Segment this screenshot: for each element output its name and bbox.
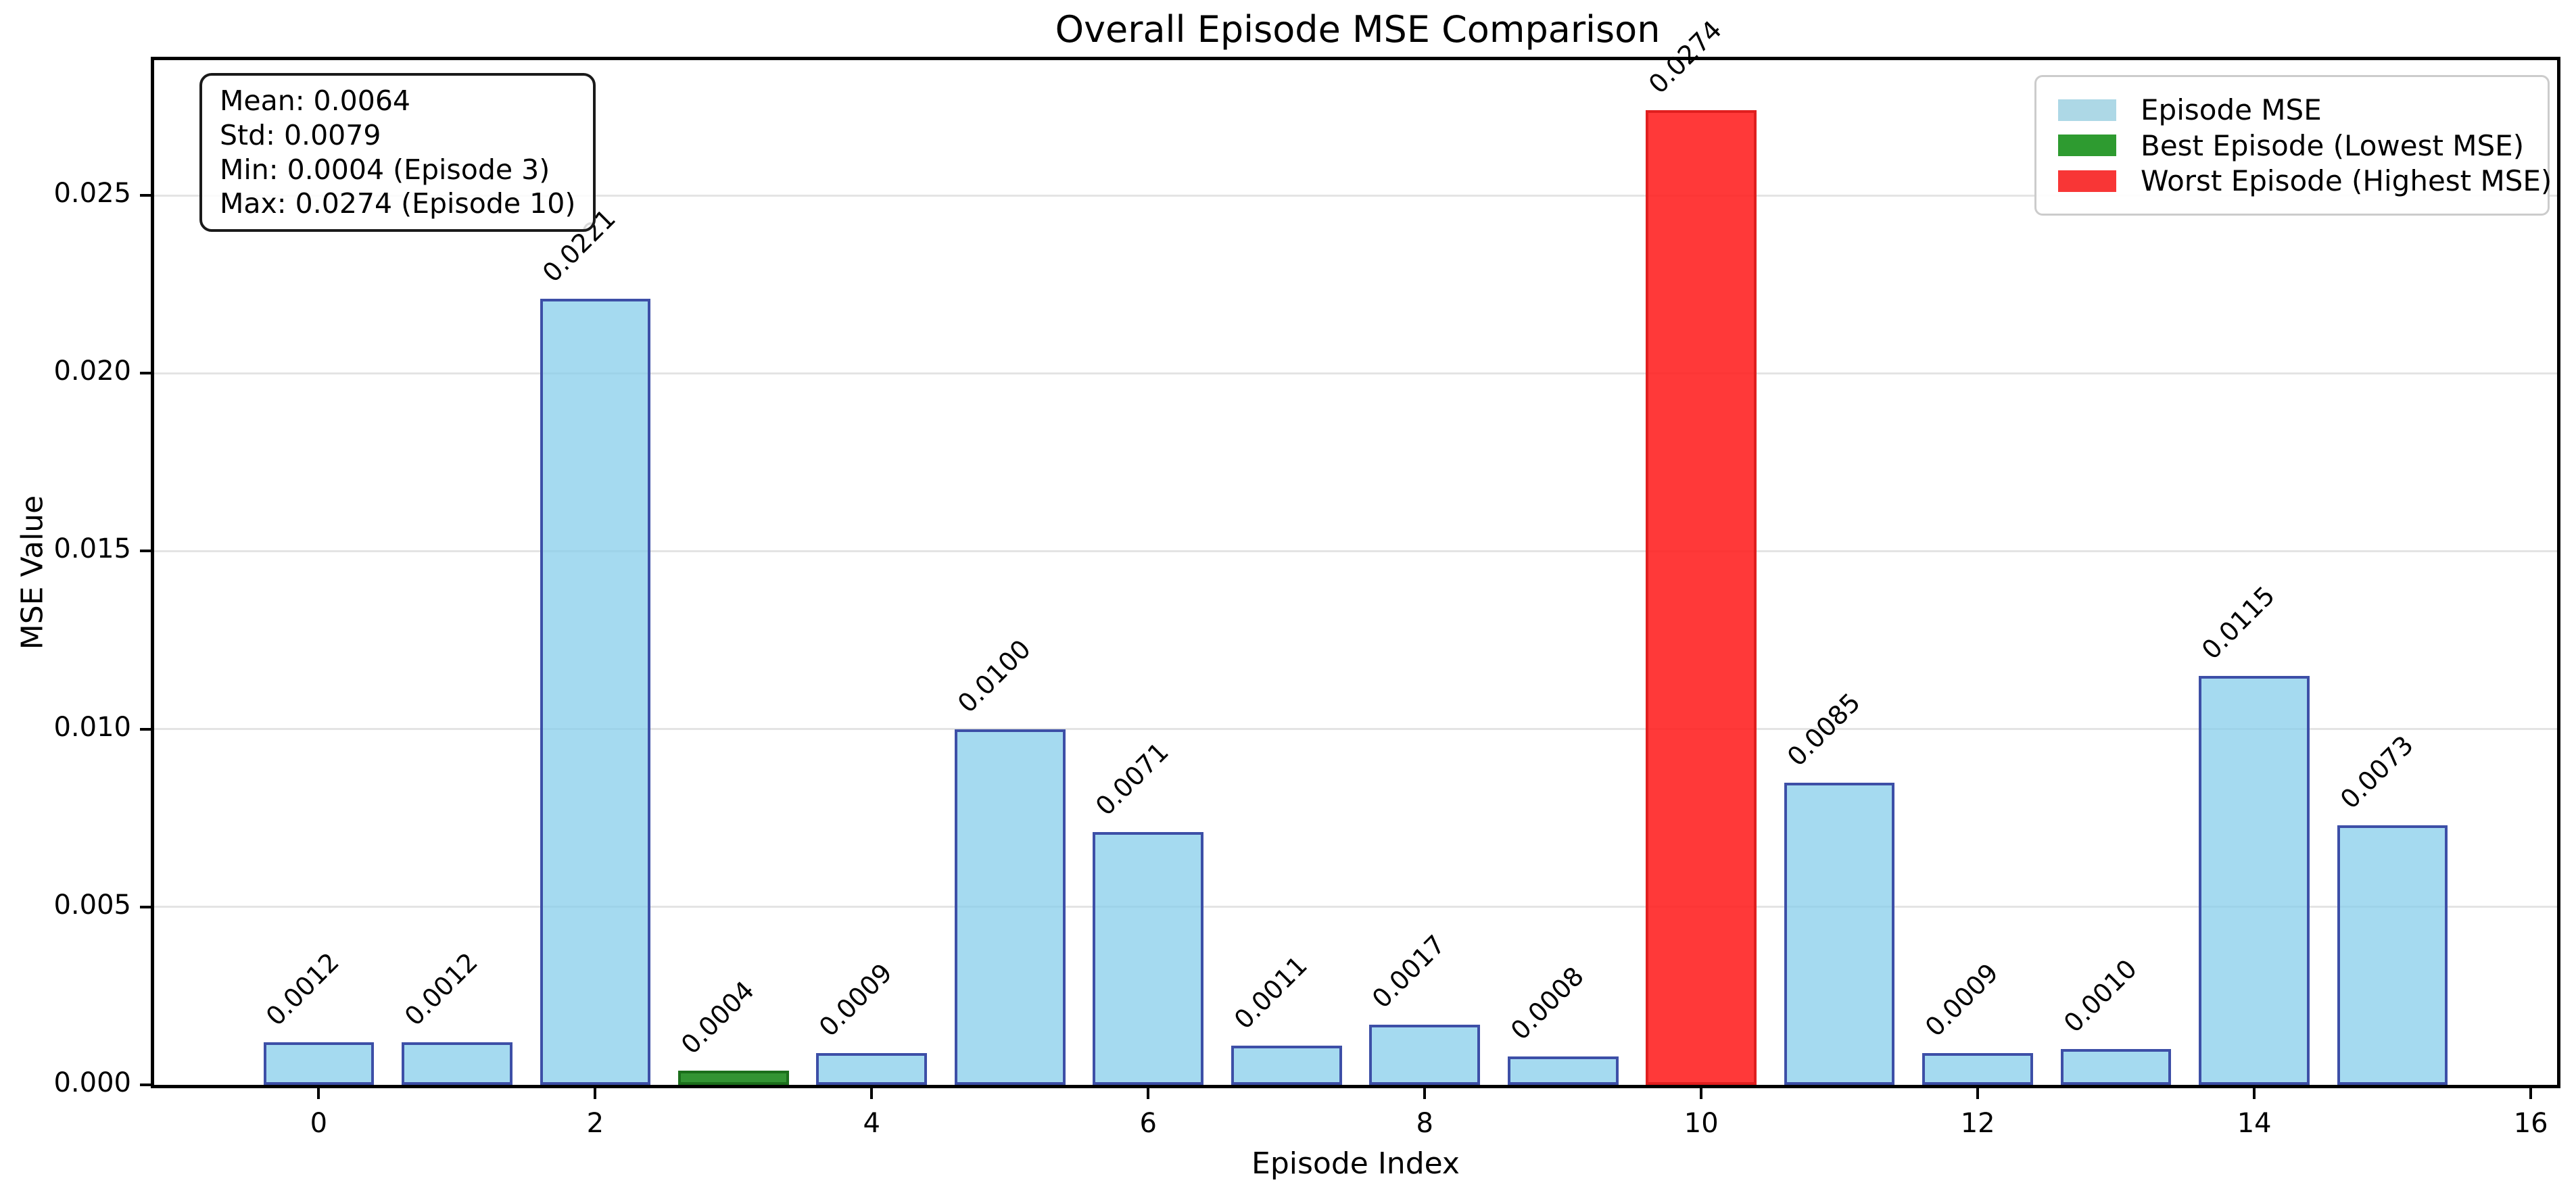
bar-episode-0 <box>263 1042 375 1085</box>
stats-line: Max: 0.0274 (Episode 10) <box>220 187 576 220</box>
x-tick-label: 2 <box>586 1108 604 1139</box>
bar-value-label: 0.0100 <box>951 633 1036 719</box>
x-tick-mark <box>317 1088 320 1099</box>
bar-value-label: 0.0009 <box>1919 957 2005 1042</box>
y-tick-mark <box>140 727 151 731</box>
axis-spine-bottom <box>151 1085 2560 1088</box>
bar-episode-14 <box>2199 675 2310 1085</box>
y-gridline <box>154 372 2557 374</box>
x-tick-label: 10 <box>1684 1108 1719 1139</box>
chart-title: Overall Episode MSE Comparison <box>1055 8 1661 51</box>
legend-label: Best Episode (Lowest MSE) <box>2141 128 2525 162</box>
stats-line: Mean: 0.0064 <box>220 84 411 117</box>
legend-label: Episode MSE <box>2141 93 2322 126</box>
y-gridline <box>154 728 2557 731</box>
bar-episode-7 <box>1231 1046 1342 1085</box>
x-axis-title: Episode Index <box>1251 1146 1460 1181</box>
stats-box: Mean: 0.0064 Std: 0.0079 Min: 0.0004 (Epis… <box>199 73 596 233</box>
y-gridline <box>154 906 2557 908</box>
y-tick-label: 0.010 <box>53 711 131 743</box>
y-tick-label: 0.000 <box>53 1067 131 1098</box>
x-tick-label: 6 <box>1139 1108 1157 1139</box>
x-tick-label: 16 <box>2513 1108 2548 1139</box>
bar-episode-8 <box>1369 1024 1481 1085</box>
bar-episode-2 <box>540 298 651 1085</box>
axis-spine-left <box>151 57 154 1088</box>
legend: Episode MSE Best Episode (Lowest MSE) Wors… <box>2034 75 2552 216</box>
legend-row: Best Episode (Lowest MSE) <box>2058 129 2526 162</box>
y-axis-title: MSE Value <box>15 495 50 650</box>
bar-episode-9 <box>1507 1056 1619 1085</box>
bar-value-label: 0.0009 <box>813 957 899 1042</box>
bar-value-label: 0.0012 <box>260 946 345 1031</box>
x-tick-mark <box>1700 1088 1703 1099</box>
axis-spine-right <box>2557 57 2560 1088</box>
bar-value-label: 0.0115 <box>2196 580 2281 665</box>
y-tick-label: 0.015 <box>53 533 131 565</box>
legend-row: Worst Episode (Highest MSE) <box>2058 164 2552 197</box>
legend-row: Episode MSE <box>2058 93 2526 126</box>
x-tick-label: 12 <box>1960 1108 1995 1139</box>
y-tick-mark <box>140 372 151 375</box>
y-gridline <box>154 550 2557 552</box>
legend-label: Worst Episode (Highest MSE) <box>2141 164 2552 197</box>
bar-episode-13 <box>2060 1049 2172 1085</box>
plot-area: 0.0012 0.0012 0.0221 0.0004 0.0009 0.0100 0.00… <box>154 15 2557 1085</box>
bar-episode-11 <box>1784 782 1895 1085</box>
axis-spine-top <box>151 57 2560 60</box>
x-tick-mark <box>594 1088 597 1099</box>
bar-worst-episode-10 <box>1646 109 1757 1085</box>
x-tick-label: 8 <box>1416 1108 1433 1139</box>
y-tick-label: 0.005 <box>53 889 131 921</box>
x-tick-mark <box>1147 1088 1150 1099</box>
bar-episode-15 <box>2337 825 2448 1085</box>
bar-episode-4 <box>816 1052 928 1085</box>
bar-episode-12 <box>1922 1052 2033 1085</box>
bar-value-label: 0.0071 <box>1090 737 1175 822</box>
legend-swatch-icon <box>2058 135 2116 156</box>
x-tick-mark <box>1976 1088 1980 1099</box>
y-tick-label: 0.020 <box>53 356 131 387</box>
y-tick-mark <box>140 550 151 553</box>
y-tick-mark <box>140 194 151 197</box>
x-tick-mark <box>870 1088 874 1099</box>
bar-episode-5 <box>954 729 1066 1085</box>
bar-best-episode-3 <box>678 1070 789 1085</box>
bar-value-label: 0.0011 <box>1228 950 1313 1036</box>
x-tick-label: 14 <box>2237 1108 2272 1139</box>
x-tick-mark <box>2529 1088 2533 1099</box>
y-tick-mark <box>140 905 151 908</box>
x-tick-label: 0 <box>310 1108 328 1139</box>
bar-value-label: 0.0012 <box>398 946 483 1031</box>
bar-value-label: 0.0010 <box>2057 954 2143 1039</box>
x-tick-mark <box>2253 1088 2256 1099</box>
x-tick-mark <box>1423 1088 1427 1099</box>
legend-swatch-icon <box>2058 99 2116 121</box>
bar-episode-1 <box>402 1042 512 1085</box>
stats-line: Std: 0.0079 <box>220 118 381 151</box>
bar-value-label: 0.0004 <box>675 975 760 1060</box>
y-tick-mark <box>140 1084 151 1086</box>
bar-value-label: 0.0008 <box>1504 960 1590 1046</box>
legend-swatch-icon <box>2058 170 2116 192</box>
y-tick-label: 0.025 <box>53 178 131 210</box>
x-tick-label: 4 <box>863 1108 881 1139</box>
stats-line: Min: 0.0004 (Episode 3) <box>220 153 550 186</box>
bar-value-label: 0.0073 <box>2334 729 2419 814</box>
bar-episode-6 <box>1093 832 1204 1085</box>
y-gridline <box>154 194 2557 197</box>
bar-value-label: 0.0017 <box>1366 929 1452 1014</box>
